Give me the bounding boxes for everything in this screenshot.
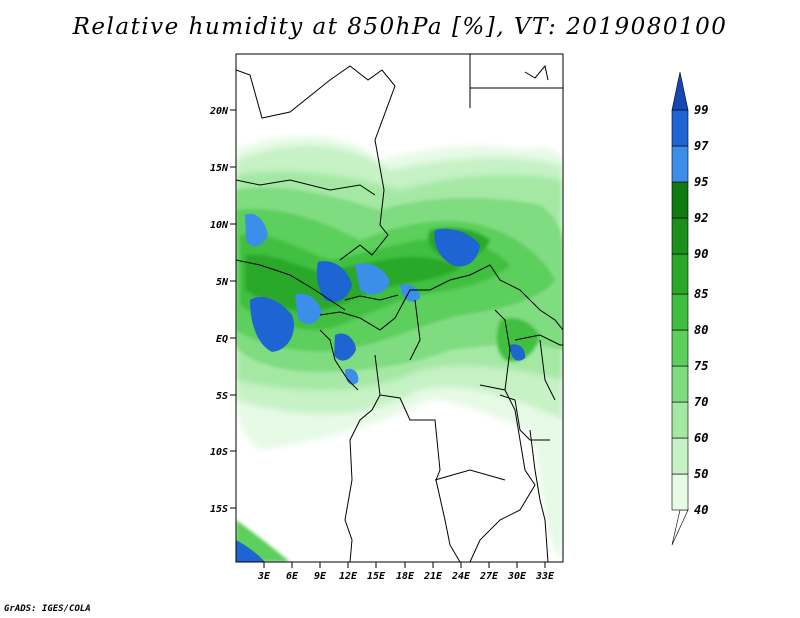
colorbar-segment	[671, 109, 689, 147]
colorbar-label: 85	[694, 287, 708, 301]
colorbar-segment	[671, 293, 689, 331]
colorbar-segment	[671, 217, 689, 255]
colorbar	[671, 71, 689, 546]
colorbar-labels: 40 50 60 70 75 80 85 90 92 95 97 99	[694, 103, 709, 517]
lon-axis: 3E 6E 9E 12E 15E 18E 21E 24E 27E 30E 33E	[257, 562, 555, 582]
credit-text: GrADS: IGES/COLA	[4, 604, 91, 614]
colorbar-segment	[671, 509, 689, 546]
lon-tick-label: 30E	[507, 571, 527, 582]
colorbar-segment	[671, 253, 689, 295]
colorbar-label: 60	[694, 431, 708, 445]
lon-tick-label: 21E	[423, 571, 443, 582]
colorbar-segment	[671, 365, 689, 403]
lat-tick-label: 5S	[216, 391, 228, 402]
lon-tick-label: 12E	[339, 571, 358, 582]
lon-tick-label: 33E	[535, 571, 555, 582]
lat-tick-label: EQ	[216, 334, 228, 345]
lat-axis: 20N 15N 10N 5N EQ 5S 10S 15S	[209, 106, 236, 515]
lat-tick-label: 15N	[210, 163, 229, 174]
lon-tick-label: 15E	[367, 571, 386, 582]
colorbar-label: 90	[694, 247, 708, 261]
colorbar-label: 92	[694, 211, 708, 225]
map-panel	[235, 53, 564, 563]
colorbar-segment	[671, 401, 689, 439]
colorbar-segment	[671, 329, 689, 367]
colorbar-segment	[671, 181, 689, 219]
humidity-field	[236, 54, 563, 562]
lat-tick-label: 10S	[210, 447, 228, 458]
lon-tick-label: 9E	[314, 571, 327, 582]
lon-tick-label: 27E	[479, 571, 499, 582]
lon-tick-label: 3E	[257, 571, 271, 582]
country-borders	[236, 54, 563, 562]
colorbar-segment	[671, 437, 689, 475]
colorbar-segment	[671, 145, 689, 183]
lat-tick-label: 10N	[210, 220, 229, 231]
colorbar-label: 95	[694, 175, 708, 189]
lon-tick-label: 24E	[451, 571, 471, 582]
colorbar-label: 70	[694, 395, 708, 409]
colorbar-label: 50	[694, 467, 708, 481]
map-frame	[235, 53, 564, 563]
colorbar-segment	[671, 473, 689, 511]
map-title: Relative humidity at 850hPa [%], VT: 201…	[72, 14, 728, 40]
colorbar-label: 75	[694, 359, 708, 373]
lon-tick-label: 18E	[396, 571, 415, 582]
lon-tick-label: 6E	[286, 571, 299, 582]
lat-tick-label: 15S	[210, 504, 228, 515]
colorbar-segment	[671, 71, 689, 111]
colorbar-label: 40	[694, 503, 708, 517]
colorbar-label: 80	[694, 323, 708, 337]
lat-tick-label: 20N	[209, 106, 229, 117]
lat-tick-label: 5N	[216, 277, 229, 288]
colorbar-label: 97	[694, 139, 709, 153]
humidity-band-high	[236, 213, 526, 562]
colorbar-label: 99	[694, 103, 708, 117]
